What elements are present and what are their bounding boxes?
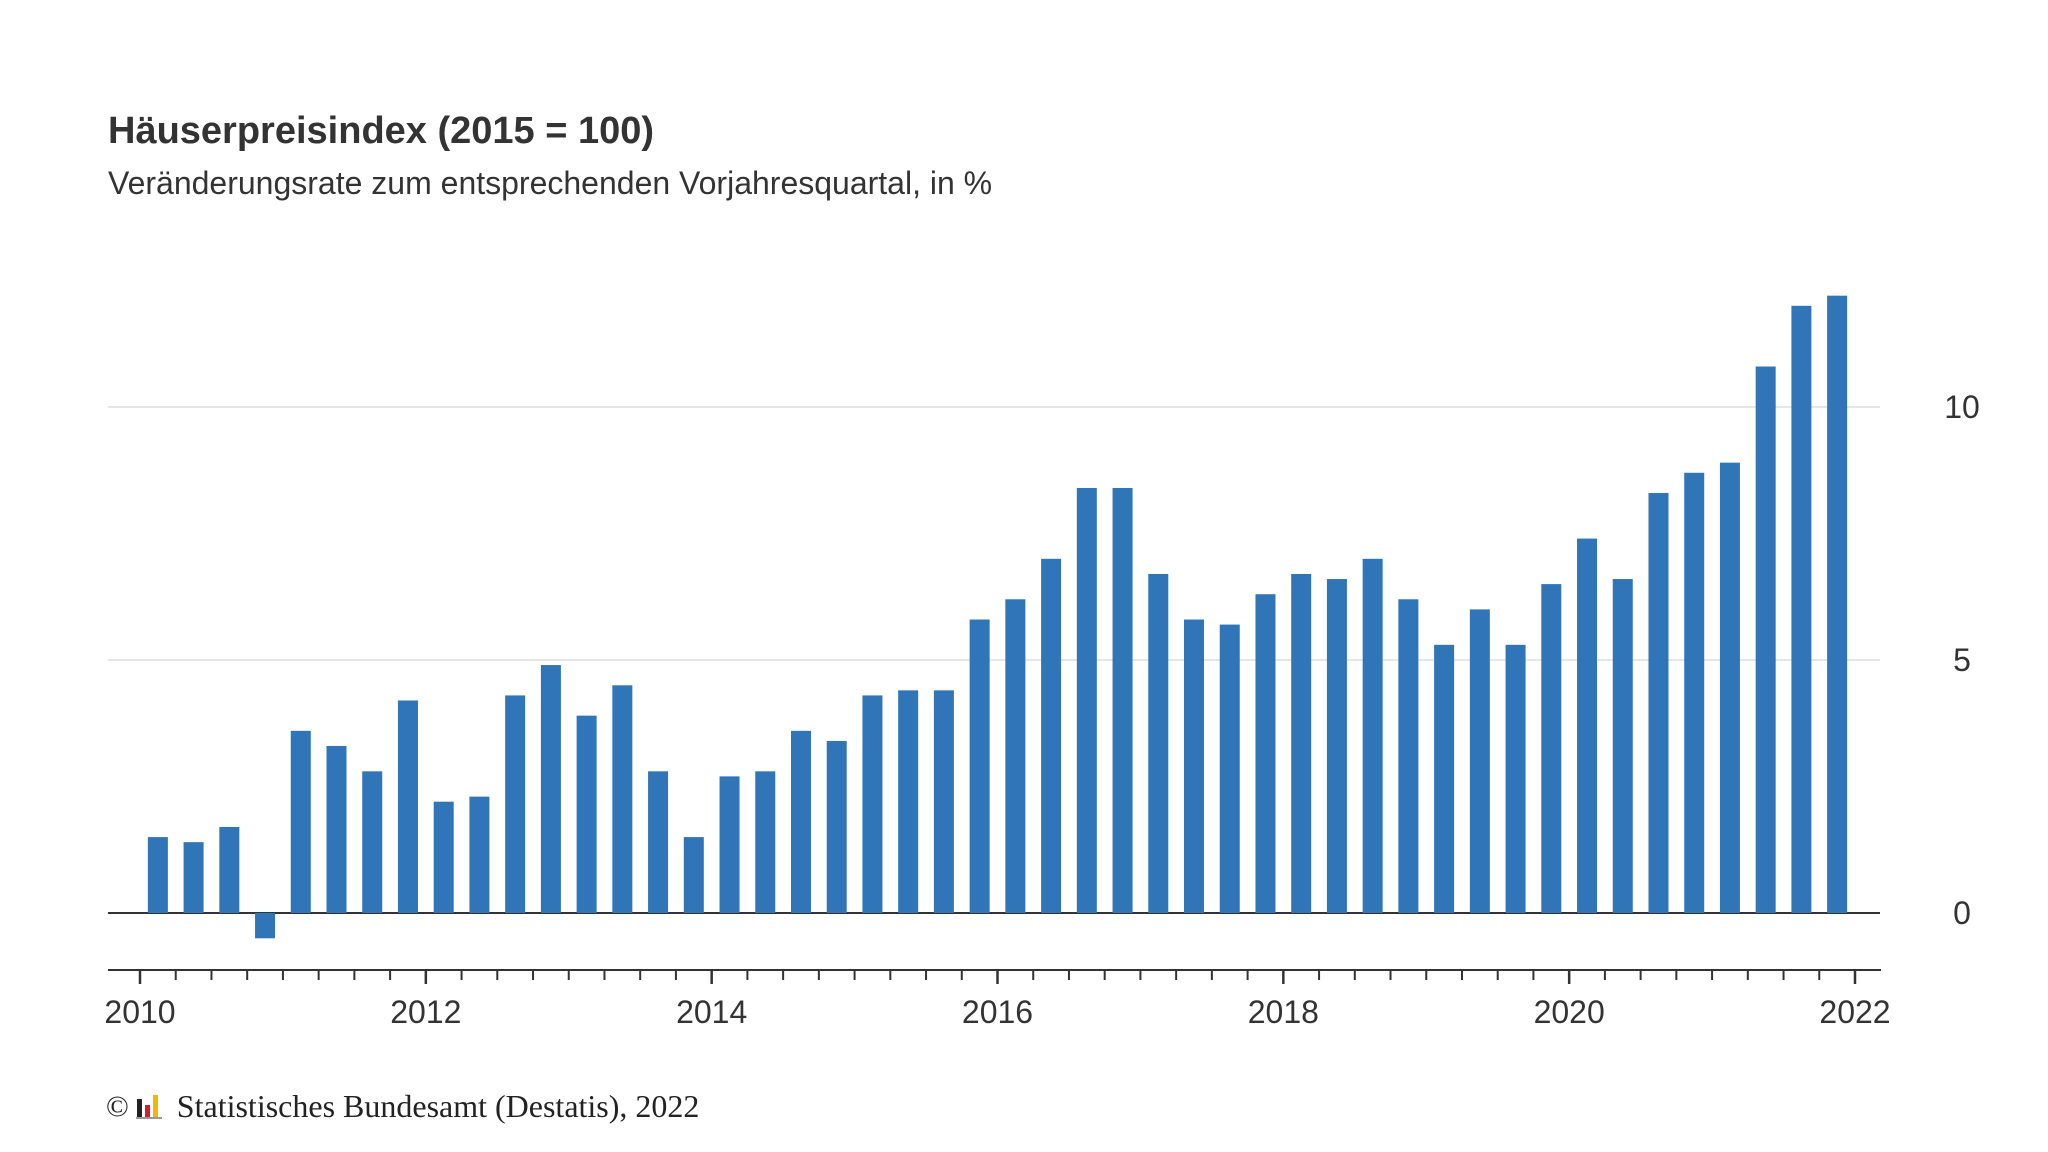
- x-tick-label: 2020: [1534, 994, 1605, 1030]
- x-tick-label: 2010: [104, 994, 175, 1030]
- x-tick-label: 2016: [962, 994, 1033, 1030]
- bar: [719, 776, 740, 913]
- bar: [397, 700, 418, 913]
- bar: [1219, 624, 1240, 913]
- x-tick-label: 2014: [676, 994, 747, 1030]
- bar: [969, 619, 990, 913]
- bar: [1362, 558, 1383, 913]
- bar: [1755, 366, 1776, 913]
- source-footer: © Statistisches Bundesamt (Destatis), 20…: [106, 1088, 699, 1125]
- bar: [1076, 487, 1097, 913]
- bar: [1255, 594, 1276, 913]
- copyright-symbol: ©: [106, 1089, 129, 1123]
- y-tick-label: 0: [1953, 895, 1971, 931]
- x-tick-label: 2012: [390, 994, 461, 1030]
- y-axis-labels: 0 5 10: [1944, 389, 1980, 931]
- bar: [612, 685, 633, 913]
- bar: [290, 730, 311, 913]
- bar: [1005, 599, 1026, 913]
- bar: [826, 740, 847, 913]
- bar: [862, 695, 883, 913]
- bar: [1469, 609, 1490, 913]
- bar: [255, 913, 276, 939]
- bar: [326, 746, 347, 913]
- bar: [147, 837, 168, 913]
- bar: [540, 665, 561, 913]
- bar: [1684, 472, 1705, 913]
- chart-subtitle: Veränderungsrate zum entsprechenden Vorj…: [108, 165, 993, 201]
- bar: [433, 801, 454, 913]
- bar: [648, 771, 669, 913]
- source-text: Statistisches Bundesamt (Destatis), 2022: [176, 1088, 700, 1124]
- destatis-logo-icon: [135, 1094, 162, 1119]
- bar: [1184, 619, 1205, 913]
- bar: [790, 730, 811, 913]
- bar: [933, 690, 954, 913]
- bar: [219, 826, 240, 913]
- bar: [1326, 579, 1347, 913]
- bar: [1434, 644, 1455, 913]
- y-tick-label: 10: [1944, 389, 1980, 425]
- y-tick-label: 5: [1953, 642, 1971, 678]
- bar: [505, 695, 526, 913]
- bar: [898, 690, 919, 913]
- bar: [1577, 538, 1598, 913]
- bar: [1398, 599, 1419, 913]
- bar: [469, 796, 490, 913]
- x-axis: 2010 2012 2014 2016 2018 2020 2022: [104, 969, 1891, 1030]
- bar: [1719, 462, 1740, 913]
- x-tick-label: 2022: [1819, 994, 1890, 1030]
- bar: [576, 715, 597, 913]
- bar: [1041, 558, 1062, 913]
- x-tick-label: 2018: [1248, 994, 1319, 1030]
- bar: [1291, 573, 1312, 913]
- bar: [1612, 579, 1633, 913]
- bar: [1827, 295, 1848, 913]
- bar: [362, 771, 383, 913]
- bar: [1112, 487, 1133, 913]
- bar: [1505, 644, 1526, 913]
- bar: [1148, 573, 1169, 913]
- bar: [1648, 493, 1669, 913]
- bars: [147, 295, 1848, 939]
- bar: [183, 842, 204, 913]
- bar: [683, 837, 704, 913]
- bar: [1791, 305, 1812, 913]
- bar: [1541, 584, 1562, 913]
- bar: [755, 771, 776, 913]
- chart-title: Häuserpreisindex (2015 = 100): [108, 110, 655, 152]
